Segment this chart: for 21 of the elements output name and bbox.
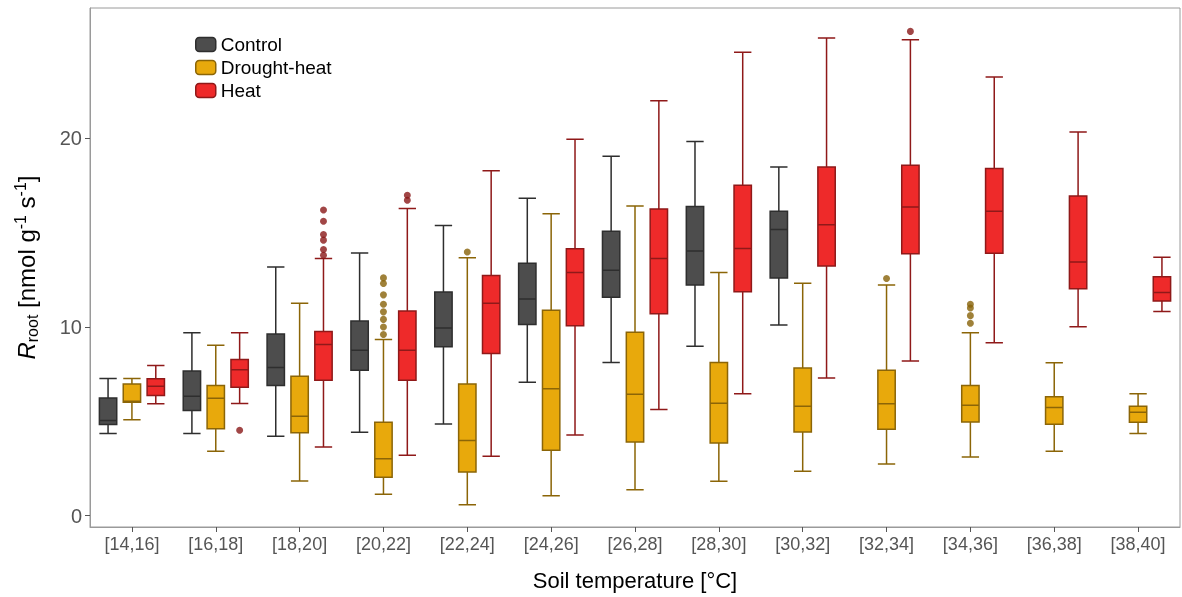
x-tick-label: [38,40]: [1110, 534, 1166, 554]
x-tick-label: [28,30]: [691, 534, 747, 554]
x-tick-label: [32,34]: [859, 534, 915, 554]
x-tick-label: [24,26]: [523, 534, 579, 554]
x-tick-label: [26,28]: [607, 534, 663, 554]
y-tick-label: 20: [59, 127, 82, 150]
x-tick-label: [34,36]: [942, 534, 998, 554]
x-tick-label: [16,18]: [188, 534, 244, 554]
x-tick-label: [18,20]: [272, 534, 328, 554]
x-tick-label: [14,16]: [104, 534, 160, 554]
x-tick-label: [22,24]: [439, 534, 495, 554]
x-axis-title: Soil temperature [°C]: [532, 567, 738, 593]
y-tick-label: 0: [70, 504, 82, 527]
legend-label: Control: [220, 34, 282, 55]
x-tick-label: [30,32]: [775, 534, 831, 554]
y-axis-title: Rroot [nmol g-1 s-1]: [11, 175, 41, 360]
y-tick-label: 10: [59, 315, 82, 338]
legend-label: Heat: [220, 80, 262, 101]
x-tick-label: [36,38]: [1026, 534, 1082, 554]
legend-label: Drought-heat: [220, 57, 333, 78]
x-tick-label: [20,22]: [355, 534, 411, 554]
